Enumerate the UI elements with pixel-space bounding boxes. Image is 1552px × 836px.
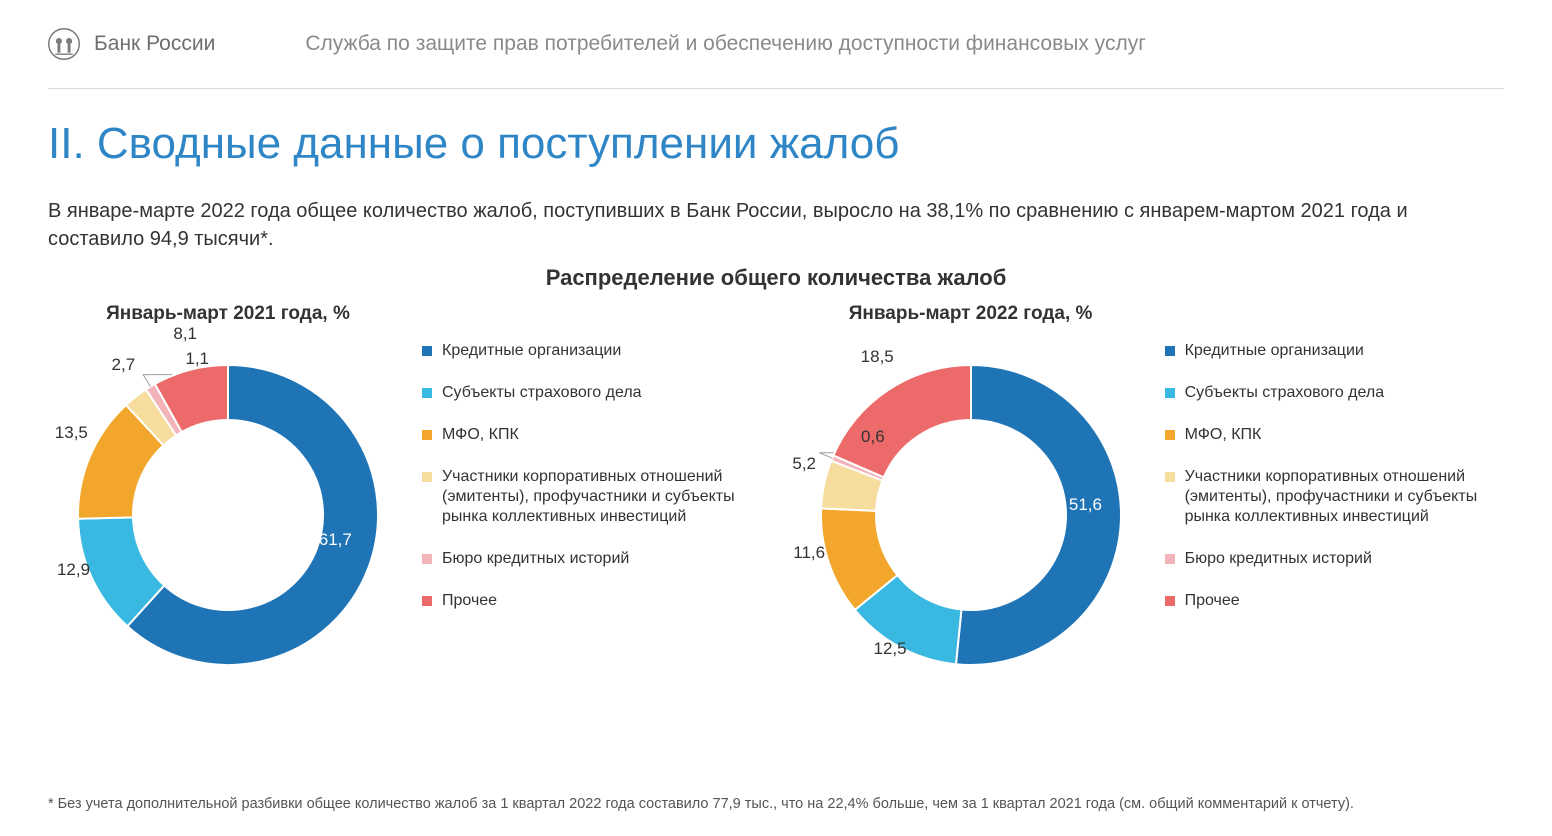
brand-name: Банк России <box>94 32 215 56</box>
slice-value-label: 51,6 <box>1069 495 1102 515</box>
legend-item: Кредитные организации <box>422 341 761 361</box>
page-header: Банк России Служба по защите прав потреб… <box>48 0 1504 89</box>
legend-item: Прочее <box>422 591 761 611</box>
slice-value-label: 0,6 <box>861 427 885 447</box>
legend-swatch <box>1165 596 1175 606</box>
slice-value-label: 13,5 <box>55 423 88 443</box>
slice-value-label: 18,5 <box>861 347 894 367</box>
legend-label: Кредитные организации <box>1185 341 1364 361</box>
page: Банк России Служба по защите прав потреб… <box>0 0 1552 836</box>
legend-label: Прочее <box>442 591 497 611</box>
slice-value-label: 5,2 <box>792 454 816 474</box>
legend-item: Субъекты страхового дела <box>422 383 761 403</box>
department-subtitle: Служба по защите прав потребителей и обе… <box>305 32 1146 56</box>
chart-right-block: Январь-март 2022 года, % 51,6 12,5 11,6 5,2… <box>791 297 1504 695</box>
legend-label: Участники корпоративных отношений (эмите… <box>442 467 761 527</box>
legend-item: Бюро кредитных историй <box>1165 549 1504 569</box>
charts-row: Январь-март 2021 года, % 61,7 12,9 13,5 2,7… <box>48 297 1504 695</box>
legend-item: Прочее <box>1165 591 1504 611</box>
legend-item: Участники корпоративных отношений (эмите… <box>422 467 761 527</box>
legend-item: МФО, КПК <box>422 425 761 445</box>
legend-label: Субъекты страхового дела <box>1185 383 1385 403</box>
slice-value-label: 12,5 <box>874 639 907 659</box>
donut-left-title: Январь-март 2021 года, % <box>48 303 408 325</box>
legend-label: Бюро кредитных историй <box>1185 549 1372 569</box>
legend-label: Участники корпоративных отношений (эмите… <box>1185 467 1504 527</box>
legend-swatch <box>1165 430 1175 440</box>
legend-label: МФО, КПК <box>1185 425 1262 445</box>
donut-right: Январь-март 2022 года, % 51,6 12,5 11,6 5,2… <box>791 297 1151 695</box>
legend-right: Кредитные организации Субъекты страхового… <box>1151 297 1504 633</box>
intro-paragraph: В январе-марте 2022 года общее количеств… <box>48 197 1504 253</box>
legend-label: Прочее <box>1185 591 1240 611</box>
legend-swatch <box>422 388 432 398</box>
legend-label: МФО, КПК <box>442 425 519 445</box>
legend-swatch <box>422 596 432 606</box>
donut-chart <box>48 335 408 695</box>
legend-label: Бюро кредитных историй <box>442 549 629 569</box>
legend-label: Кредитные организации <box>442 341 621 361</box>
legend-item: МФО, КПК <box>1165 425 1504 445</box>
slice-value-label: 1,1 <box>185 349 209 369</box>
legend-swatch <box>1165 346 1175 356</box>
legend-swatch <box>1165 472 1175 482</box>
legend-item: Бюро кредитных историй <box>422 549 761 569</box>
legend-item: Участники корпоративных отношений (эмите… <box>1165 467 1504 527</box>
donut-slice <box>833 365 971 477</box>
slice-value-label: 2,7 <box>112 355 136 375</box>
legend-swatch <box>422 554 432 564</box>
legend-item: Субъекты страхового дела <box>1165 383 1504 403</box>
legend-swatch <box>422 346 432 356</box>
charts-headline: Распределение общего количества жалоб <box>48 265 1504 291</box>
slice-value-label: 11,6 <box>793 543 825 563</box>
legend-swatch <box>1165 388 1175 398</box>
footnote: * Без учета дополнительной разбивки обще… <box>48 796 1504 812</box>
legend-swatch <box>1165 554 1175 564</box>
legend-swatch <box>422 472 432 482</box>
slice-value-label: 12,9 <box>57 560 90 580</box>
donut-chart <box>791 335 1151 695</box>
page-title: II. Сводные данные о поступлении жалоб <box>48 119 1504 169</box>
legend-left: Кредитные организации Субъекты страхового… <box>408 297 761 633</box>
legend-swatch <box>422 430 432 440</box>
legend-label: Субъекты страхового дела <box>442 383 642 403</box>
donut-right-title: Январь-март 2022 года, % <box>791 303 1151 325</box>
bank-logo-icon <box>48 28 80 60</box>
legend-item: Кредитные организации <box>1165 341 1504 361</box>
donut-slice <box>956 365 1121 665</box>
slice-value-label: 8,1 <box>173 324 197 344</box>
chart-left-block: Январь-март 2021 года, % 61,7 12,9 13,5 2,7… <box>48 297 761 695</box>
slice-value-label: 61,7 <box>319 530 352 550</box>
donut-left: Январь-март 2021 года, % 61,7 12,9 13,5 2,7… <box>48 297 408 695</box>
